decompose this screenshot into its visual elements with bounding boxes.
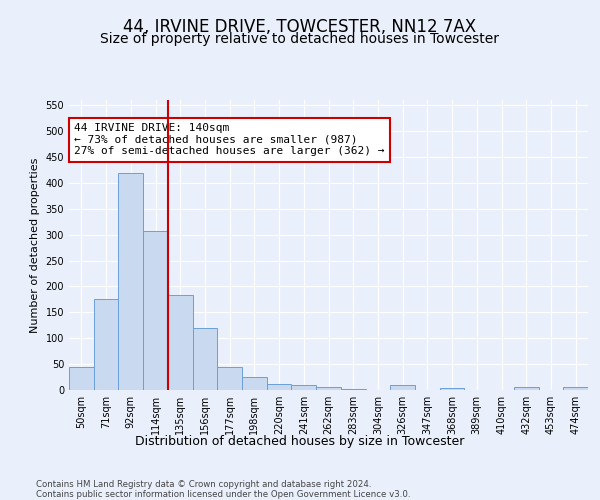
Text: Size of property relative to detached houses in Towcester: Size of property relative to detached ho… [101,32,499,46]
Bar [514,388,539,390]
Bar [440,388,464,390]
Text: Contains HM Land Registry data © Crown copyright and database right 2024.
Contai: Contains HM Land Registry data © Crown c… [36,480,410,500]
Bar [69,367,94,390]
Text: 44, IRVINE DRIVE, TOWCESTER, NN12 7AX: 44, IRVINE DRIVE, TOWCESTER, NN12 7AX [124,18,476,36]
Bar [94,299,118,390]
Bar [193,328,217,390]
Bar [267,384,292,390]
Bar [168,295,193,390]
Bar [390,385,415,390]
Bar [217,366,242,390]
Bar [563,388,588,390]
Bar [242,377,267,390]
Bar [118,173,143,390]
Bar [316,388,341,390]
Text: 44 IRVINE DRIVE: 140sqm
← 73% of detached houses are smaller (987)
27% of semi-d: 44 IRVINE DRIVE: 140sqm ← 73% of detache… [74,123,385,156]
Bar [143,230,168,390]
Text: Distribution of detached houses by size in Towcester: Distribution of detached houses by size … [136,435,464,448]
Bar [292,386,316,390]
Y-axis label: Number of detached properties: Number of detached properties [30,158,40,332]
